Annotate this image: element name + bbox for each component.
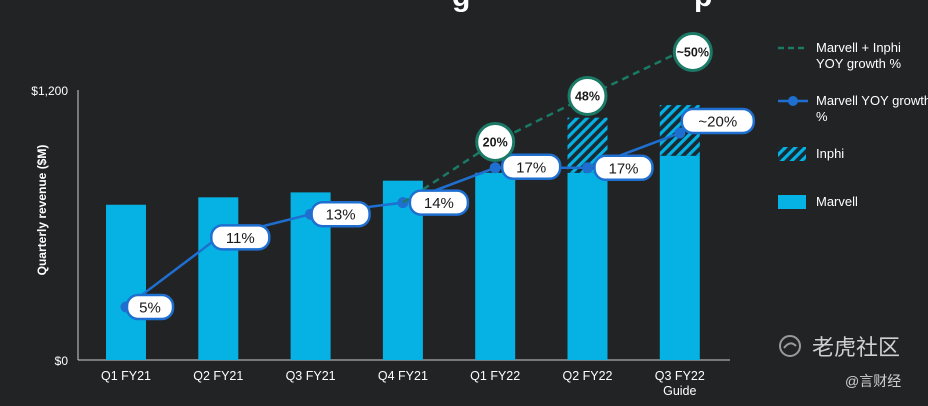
marvell-bar [659,155,700,360]
x-tick-label: Q2 FY22 [562,369,612,383]
marvell-yoy-label: 13% [326,207,356,224]
legend-label: % [816,109,828,124]
marvell-yoy-label-box [210,224,271,251]
x-tick-label: Q4 FY21 [378,369,428,383]
combined-yoy-dashed-line [402,50,681,204]
legend-label: YOY growth % [816,56,901,71]
x-tick-label: Guide [663,384,696,398]
combined-yoy-label: 20% [483,136,508,150]
marvell-yoy-label: 14% [424,195,454,212]
legend-label: Marvell + Inphi [816,40,901,55]
marvell-bar [475,172,516,360]
x-tick-label: Q1 FY22 [470,369,520,383]
y-tick-label: $1,200 [31,84,68,98]
marvell-yoy-label-box [310,200,371,228]
marvell-bar [106,204,146,360]
y-axis-label: Quarterly revenue ($M) [35,145,49,276]
combined-yoy-label-circle [475,122,516,162]
x-tick-label: Q3 FY21 [286,369,336,383]
marvell-yoy-label: ~20% [698,114,737,131]
x-tick-label: Q3 FY22 [655,369,705,383]
combined-yoy-label-circle [567,76,608,116]
legend-swatch-solid [778,195,806,209]
combined-yoy-label: ~50% [677,46,709,60]
marvell-yoy-point [582,162,593,174]
marvell-yoy-label-box [125,293,175,321]
marvell-bar [567,172,608,360]
marvell-bar [198,197,239,360]
x-tick-label: Q2 FY21 [193,369,243,383]
watermark-author: @言财经 [845,373,901,389]
legend-label: Marvell YOY growth [816,93,928,108]
x-tick-labels: Q1 FY21 Q2 FY21 Q3 FY21 Q4 FY21 Q1 FY22 Q2 FY… [101,369,705,398]
y-tick-label: $0 [55,354,69,368]
x-tick-label: Q1 FY21 [101,369,151,383]
marvell-yoy-label-box [500,153,562,181]
bars [106,105,700,360]
legend-swatch-hatched [778,147,806,161]
watermark: 老虎社区 @言财经 [779,335,901,389]
combined-yoy-label-circle [672,32,713,72]
marvell-yoy-label: 11% [226,230,255,247]
title-fragment-2: p [694,0,712,13]
combined-yoy-label: 48% [575,90,600,104]
tiger-logo-icon [779,335,801,357]
marvell-yoy-label-box [408,189,470,216]
marvell-yoy-label: 5% [139,300,161,317]
title-fragment: g [452,0,470,13]
legend-label: Inphi [816,146,844,161]
legend-swatch-marker [788,96,798,106]
y-ticks: $0 $1,200 [31,84,68,368]
marvell-yoy-label: 17% [516,159,546,176]
legend-label: Marvell [816,194,858,209]
marvell-yoy-label-box [680,107,756,135]
growth-labels: 5% 11% 13% 14% 17% 17% ~20% 20% 48% ~50% [125,32,756,321]
marvell-yoy-point [674,127,686,139]
marvell-yoy-label-box [593,154,654,182]
marvell-yoy-label: 17% [608,160,638,177]
watermark-logo-text: 老虎社区 [812,335,900,360]
marvell-yoy-point [489,162,501,174]
